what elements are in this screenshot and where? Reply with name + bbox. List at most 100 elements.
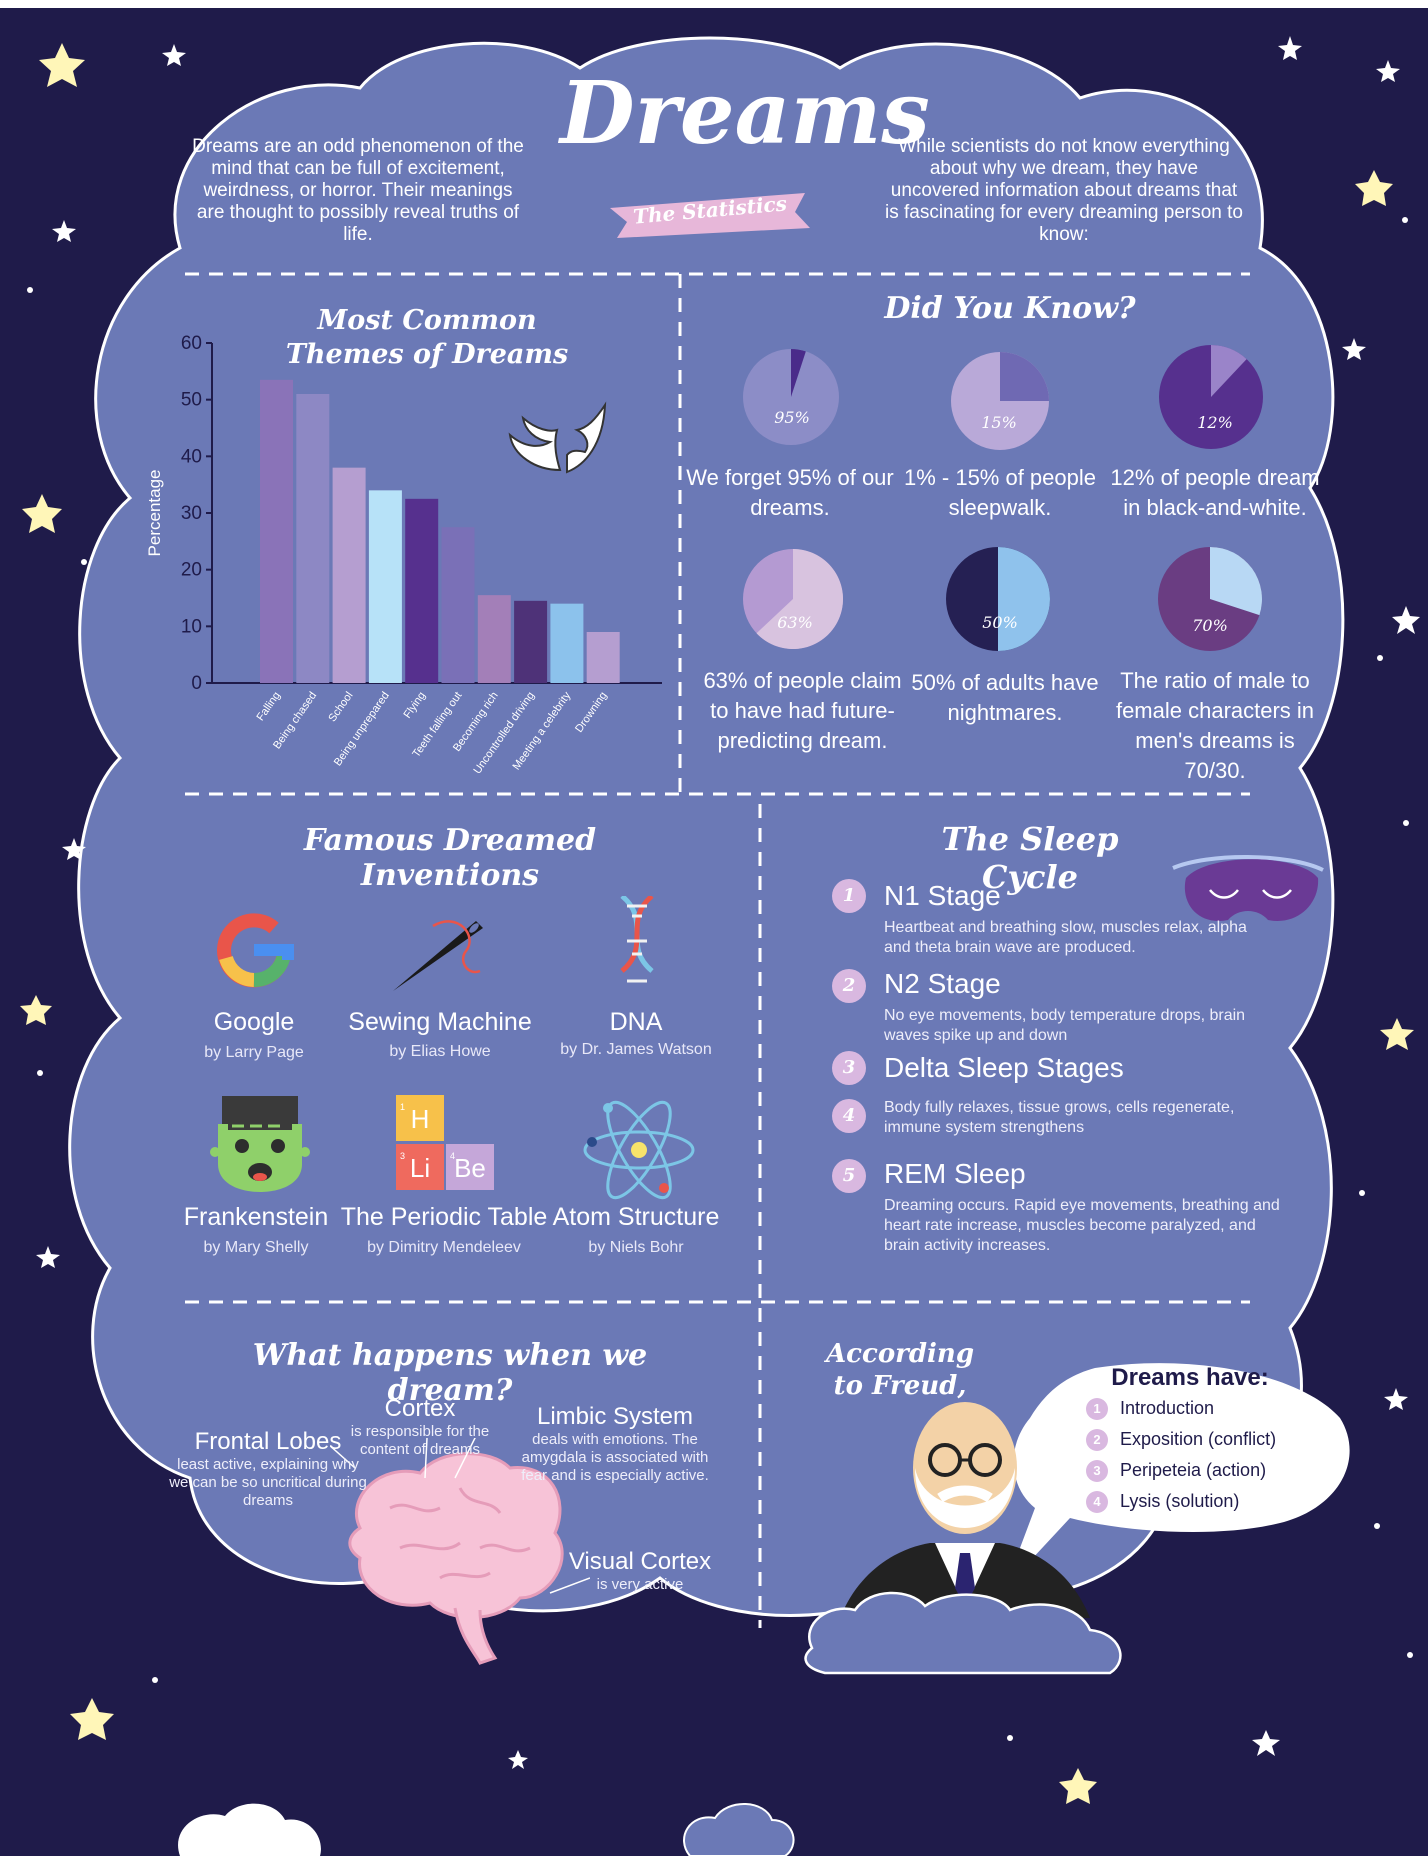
pie-slice xyxy=(998,547,1050,651)
brain-icon xyxy=(330,1438,590,1665)
invention-inventor: by Niels Bohr xyxy=(588,1239,684,1256)
bar xyxy=(368,490,402,683)
stage-number: 4 xyxy=(832,1099,866,1133)
invention-name: DNA xyxy=(609,1008,663,1036)
fact-caption: We forget 95% of our dreams. xyxy=(686,465,894,520)
invention-inventor: by Mary Shelly xyxy=(203,1239,309,1256)
stage-number: 3 xyxy=(832,1051,866,1085)
bar xyxy=(514,600,548,683)
sewing-needle-icon xyxy=(393,920,483,991)
freud-item: Introduction xyxy=(1120,1398,1215,1418)
pie-label: 63% xyxy=(777,613,813,632)
invention-inventor: by Elias Howe xyxy=(389,1043,491,1060)
freud-item-number: 3 xyxy=(1086,1460,1108,1482)
star-icon xyxy=(1059,1768,1097,1804)
chart-title: Most Common Themes of Dreams xyxy=(285,305,569,370)
stage-number: 1 xyxy=(832,879,866,913)
freud-item-number: 1 xyxy=(1086,1398,1108,1420)
pie-slice xyxy=(1210,547,1263,616)
star-icon xyxy=(39,43,85,87)
y-tick-label: 20 xyxy=(181,560,202,581)
wings-icon xyxy=(508,401,607,474)
y-tick-label: 50 xyxy=(181,390,202,411)
did-you-know-pies xyxy=(743,345,1263,651)
fact-caption: 63% of people claim to have had future-p… xyxy=(703,668,902,753)
fact-caption: 50% of adults have nightmares. xyxy=(911,670,1099,725)
pie-label: 70% xyxy=(1192,616,1228,635)
stage-description: No eye movements, body temperature drops… xyxy=(884,1007,1246,1044)
bar xyxy=(405,498,439,683)
bar xyxy=(332,467,366,683)
y-tick-label: 0 xyxy=(191,673,202,694)
sleep-mask-icon xyxy=(1172,855,1324,921)
bar xyxy=(296,394,330,683)
invention-inventor: by Larry Page xyxy=(204,1044,304,1061)
freud-item: Peripeteia (action) xyxy=(1120,1460,1267,1480)
y-tick-label: 10 xyxy=(181,616,202,637)
y-tick-label: 30 xyxy=(181,503,202,524)
bar xyxy=(586,632,620,683)
intro-right: While scientists do not know everything … xyxy=(884,136,1243,245)
star-icon xyxy=(1380,1018,1414,1050)
invention-inventor: by Dr. James Watson xyxy=(560,1041,712,1058)
invention-name: Google xyxy=(213,1008,295,1036)
brain-part-limbic-system: Limbic System deals with emotions. The a… xyxy=(521,1403,709,1484)
invention-name: Sewing Machine xyxy=(348,1008,532,1036)
y-axis-label: Percentage xyxy=(145,470,164,557)
dna-icon xyxy=(620,896,654,983)
invention-inventor: by Dimitry Mendeleev xyxy=(367,1239,521,1256)
pie-slice xyxy=(1211,345,1247,397)
bar xyxy=(260,379,293,683)
freud-item-number: 2 xyxy=(1086,1429,1108,1451)
stage-title: REM Sleep xyxy=(884,1158,1026,1189)
stage-description: Heartbeat and breathing slow, muscles re… xyxy=(884,919,1247,956)
pie-label: 15% xyxy=(981,413,1017,432)
atom-icon xyxy=(583,1100,695,1200)
pie-label: 95% xyxy=(774,408,810,427)
fact-caption: The ratio of male to female characters i… xyxy=(1115,668,1315,783)
pie-label: 12% xyxy=(1197,413,1233,432)
pie-label: 50% xyxy=(982,613,1018,632)
pie-slice xyxy=(756,549,843,649)
stars xyxy=(20,43,1414,1804)
brain-part-cortex: Cortex is responsible for the content of… xyxy=(350,1395,490,1458)
stage-description: Body fully relaxes, tissue grows, cells … xyxy=(884,1099,1235,1136)
freud-item: Exposition (conflict) xyxy=(1120,1429,1277,1449)
brain-part-visual-cortex: Visual Cortex is very active xyxy=(568,1548,712,1593)
invention-name: Atom Structure xyxy=(552,1203,720,1231)
star-icon xyxy=(20,995,52,1025)
intro-left: Dreams are an odd phenomenon of the mind… xyxy=(192,136,524,245)
fact-caption: 12% of people dream in black-and-white. xyxy=(1110,465,1320,520)
stage-title: Delta Sleep Stages xyxy=(884,1052,1124,1083)
element-beryllium: 4 Be xyxy=(446,1144,494,1190)
stage-number: 5 xyxy=(832,1159,866,1193)
bar xyxy=(550,603,584,683)
invention-name: Frankenstein xyxy=(183,1203,329,1231)
pie-slice xyxy=(1000,352,1049,401)
bar xyxy=(477,595,511,683)
y-tick-label: 60 xyxy=(181,333,202,354)
sleep-cycle-title: The Sleep Cycle xyxy=(941,820,1119,896)
stage-number: 2 xyxy=(832,969,866,1003)
google-icon xyxy=(217,913,294,988)
stage-title: N2 Stage xyxy=(884,968,1001,999)
brain-title: What happens when we dream? xyxy=(252,1338,648,1408)
star-icon xyxy=(70,1698,114,1740)
freud-illustration xyxy=(804,1363,1350,1675)
star-icon xyxy=(22,494,62,533)
infographic-page: Dreams The Statistics Dreams are an odd … xyxy=(0,8,1428,1856)
invention-name: The Periodic Table xyxy=(340,1203,548,1231)
section-dividers xyxy=(185,272,1250,1628)
freud-title: According to Freud, xyxy=(825,1339,974,1401)
small-cloud-white xyxy=(178,1803,321,1856)
star-icon xyxy=(1355,170,1393,206)
white-stars xyxy=(27,36,1420,1769)
bar xyxy=(441,527,475,683)
freud-item: Lysis (solution) xyxy=(1120,1491,1240,1511)
frankenstein-icon xyxy=(210,1096,310,1192)
did-you-know-title: Did You Know? xyxy=(884,291,1136,326)
brain-part-frontal-lobes: Frontal Lobes least active, explaining w… xyxy=(169,1428,367,1509)
inventions-title: Famous Dreamed Inventions xyxy=(303,823,597,893)
